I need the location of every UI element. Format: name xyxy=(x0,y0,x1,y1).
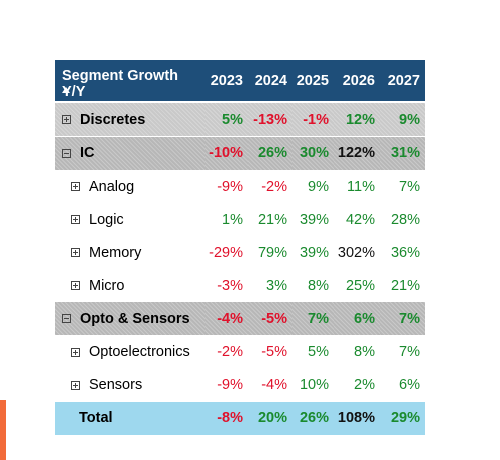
value-cell: 36% xyxy=(380,236,425,269)
row-name: Sensors xyxy=(89,377,143,393)
value-cell: -2% xyxy=(248,170,292,203)
row-label: IC xyxy=(55,136,205,170)
value-cell: -29% xyxy=(205,236,248,269)
value-cell: 12% xyxy=(334,103,380,136)
expand-toggle[interactable] xyxy=(62,115,71,124)
value-cell: 79% xyxy=(248,236,292,269)
value-cell: -5% xyxy=(248,335,292,369)
value-cell: 21% xyxy=(248,203,292,236)
column-header[interactable]: 2023 xyxy=(205,60,248,101)
value-cell: 42% xyxy=(334,203,380,236)
value-cell: -4% xyxy=(248,368,292,402)
header-title: Segment Growth Y/Y xyxy=(55,60,205,101)
expand-toggle[interactable] xyxy=(71,182,80,191)
value-cell: 30% xyxy=(292,136,334,170)
value-cell: 26% xyxy=(248,136,292,170)
row-label: Micro xyxy=(55,269,205,302)
row-name: Opto & Sensors xyxy=(80,310,190,327)
expand-toggle[interactable] xyxy=(71,347,80,357)
sort-indicator[interactable] xyxy=(62,87,70,93)
value-cell: 122% xyxy=(334,136,380,170)
expand-toggle[interactable] xyxy=(71,248,80,257)
row-label: Memory xyxy=(55,236,205,269)
value-cell: 5% xyxy=(205,103,248,136)
value-cell: 2% xyxy=(334,368,380,402)
value-cell: -2% xyxy=(205,335,248,369)
column-header[interactable]: 2024 xyxy=(248,60,292,101)
value-cell: 20% xyxy=(248,401,292,435)
row-label: Logic xyxy=(55,203,205,236)
value-cell: 6% xyxy=(334,302,380,335)
expand-toggle[interactable] xyxy=(71,215,80,224)
row-label: Discretes xyxy=(55,103,205,136)
value-cell: -8% xyxy=(205,401,248,435)
value-cell: 3% xyxy=(248,269,292,302)
value-cell: 7% xyxy=(380,302,425,335)
row-label: Total xyxy=(55,401,205,435)
value-cell: 9% xyxy=(292,170,334,203)
value-cell: -3% xyxy=(205,269,248,302)
expand-toggle[interactable] xyxy=(71,380,80,390)
row-name: Micro xyxy=(89,277,125,294)
value-cell: 9% xyxy=(380,103,425,136)
row-name: Memory xyxy=(89,244,142,261)
row-name: IC xyxy=(80,145,95,161)
value-cell: -1% xyxy=(292,103,334,136)
value-cell: 302% xyxy=(334,236,380,269)
value-cell: 25% xyxy=(334,269,380,302)
row-label: Optoelectronics xyxy=(55,335,205,369)
value-cell: 39% xyxy=(292,203,334,236)
accent-bar xyxy=(0,400,6,460)
value-cell: 8% xyxy=(292,269,334,302)
row-name: Total xyxy=(79,410,113,426)
value-cell: 7% xyxy=(292,302,334,335)
value-cell: -13% xyxy=(248,103,292,136)
value-cell: 6% xyxy=(380,368,425,402)
value-cell: -10% xyxy=(205,136,248,170)
row-name: Analog xyxy=(89,178,135,195)
value-cell: -5% xyxy=(248,302,292,335)
column-header[interactable]: 2025 xyxy=(292,60,334,101)
row-name: Logic xyxy=(89,211,124,228)
value-cell: 26% xyxy=(292,401,334,435)
row-name: Discretes xyxy=(80,111,146,128)
value-cell: 39% xyxy=(292,236,334,269)
row-label: Opto & Sensors xyxy=(55,302,205,335)
value-cell: 29% xyxy=(380,401,425,435)
value-cell: 21% xyxy=(380,269,425,302)
value-cell: 1% xyxy=(205,203,248,236)
value-cell: 8% xyxy=(334,335,380,369)
expand-toggle[interactable] xyxy=(62,314,71,323)
expand-toggle[interactable] xyxy=(71,281,80,290)
expand-toggle[interactable] xyxy=(62,148,71,158)
row-label: Sensors xyxy=(55,368,205,402)
column-header[interactable]: 2027 xyxy=(380,60,425,101)
value-cell: -9% xyxy=(205,368,248,402)
column-header[interactable]: 2026 xyxy=(334,60,380,101)
value-cell: -9% xyxy=(205,170,248,203)
value-cell: 5% xyxy=(292,335,334,369)
value-cell: 7% xyxy=(380,170,425,203)
row-label: Analog xyxy=(55,170,205,203)
value-cell: -4% xyxy=(205,302,248,335)
value-cell: 28% xyxy=(380,203,425,236)
value-cell: 10% xyxy=(292,368,334,402)
value-cell: 31% xyxy=(380,136,425,170)
value-cell: 108% xyxy=(334,401,380,435)
row-name: Optoelectronics xyxy=(89,344,190,360)
value-cell: 7% xyxy=(380,335,425,369)
value-cell: 11% xyxy=(334,170,380,203)
